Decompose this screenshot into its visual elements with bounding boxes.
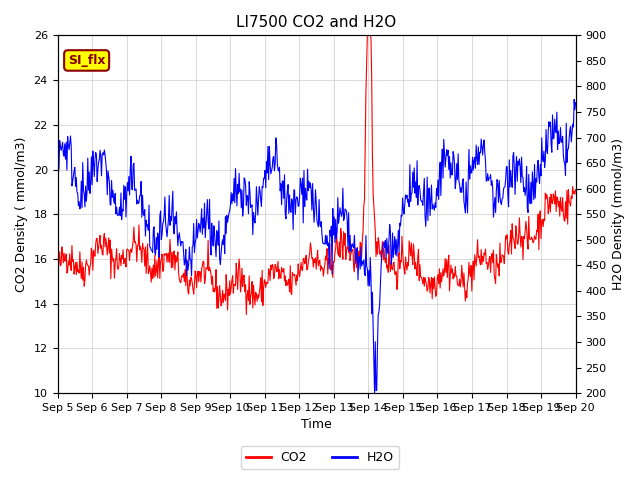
X-axis label: Time: Time (301, 419, 332, 432)
Y-axis label: H2O Density (mmol/m3): H2O Density (mmol/m3) (612, 138, 625, 290)
Y-axis label: CO2 Density ( mmol/m3): CO2 Density ( mmol/m3) (15, 136, 28, 292)
Title: LI7500 CO2 and H2O: LI7500 CO2 and H2O (236, 15, 397, 30)
Legend: CO2, H2O: CO2, H2O (241, 446, 399, 469)
Text: SI_flx: SI_flx (68, 54, 106, 67)
